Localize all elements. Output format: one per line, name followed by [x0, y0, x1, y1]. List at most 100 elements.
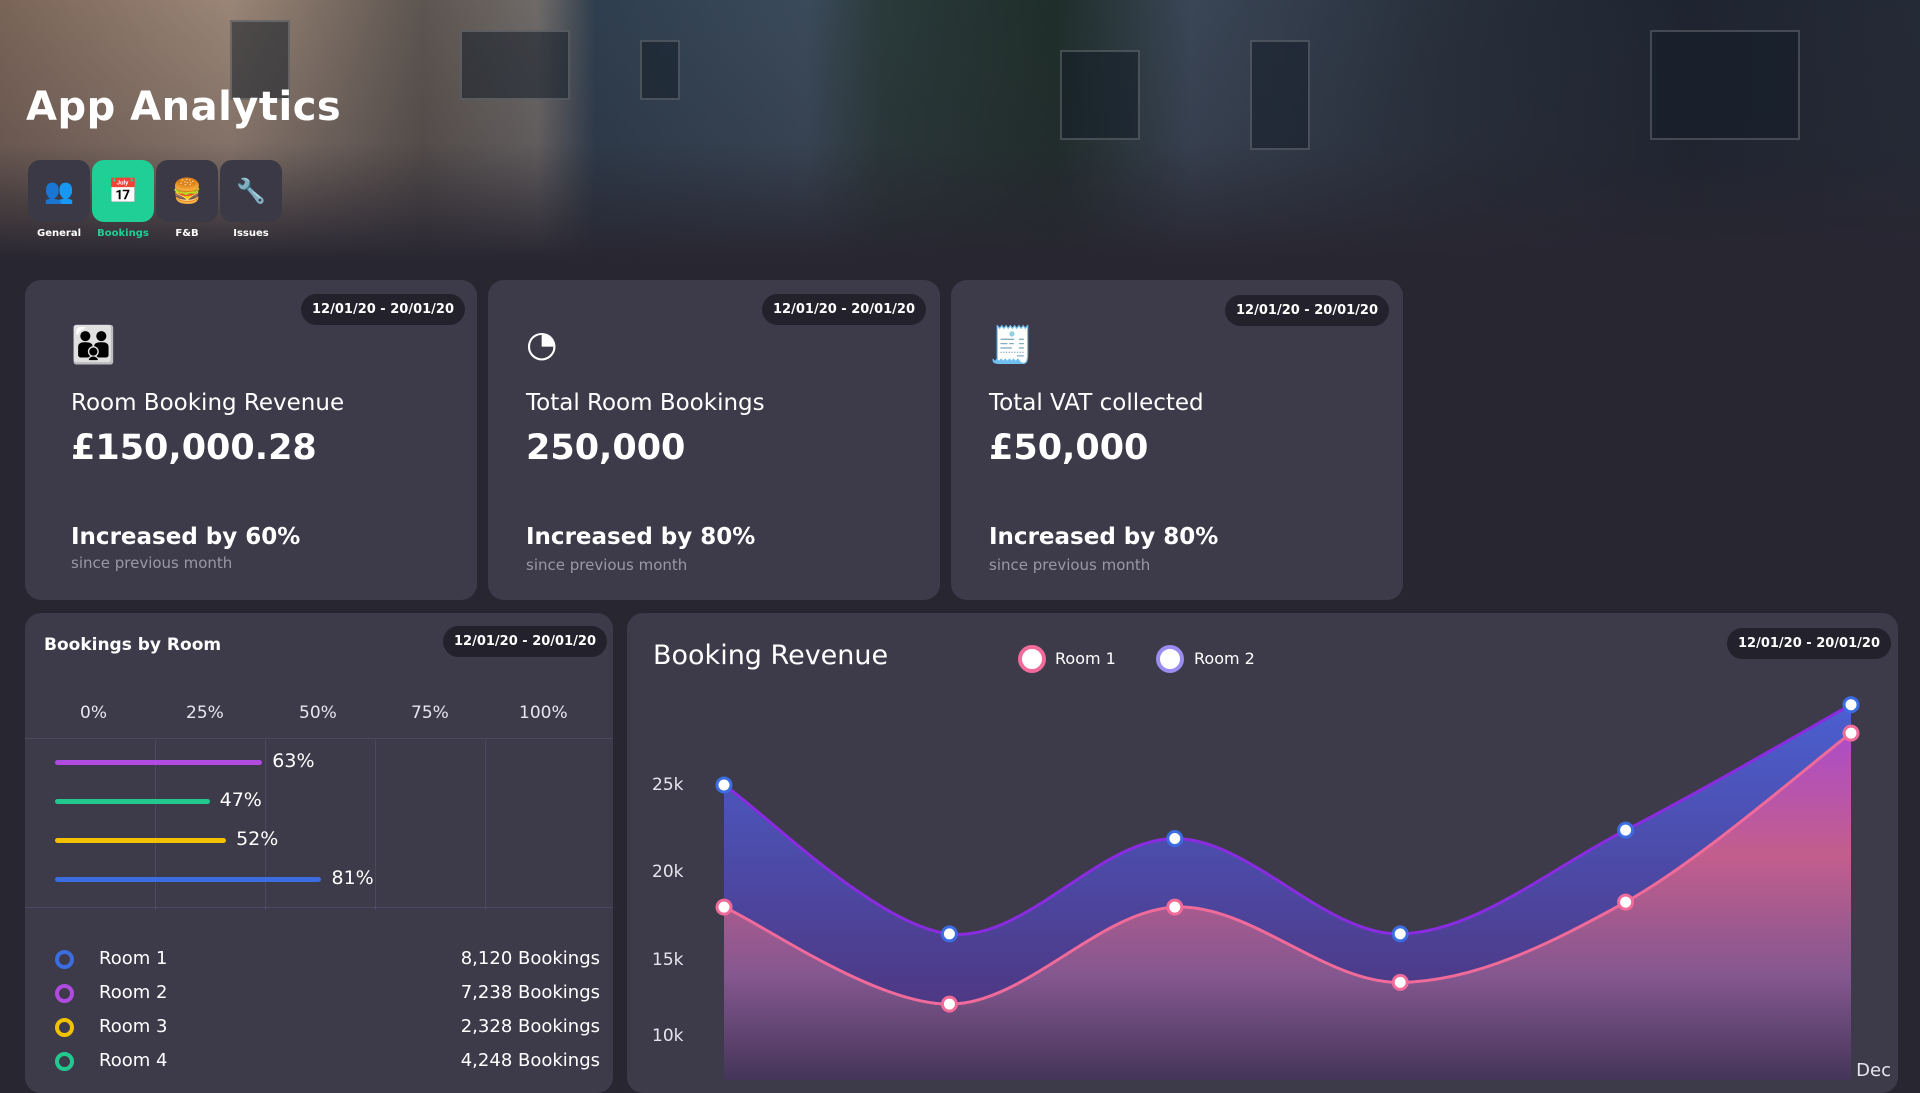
point-room-1[interactable] [1391, 973, 1409, 991]
point-room-1[interactable] [1617, 893, 1635, 911]
bar-value-label: 63% [272, 750, 315, 772]
point-room-2[interactable] [1391, 925, 1409, 943]
y-tick-label: 15k [652, 950, 684, 970]
tab-label: Bookings [97, 228, 149, 239]
bar-room-3 [55, 838, 227, 843]
kpi-card-total-room-bookings: 12/01/20 - 20/01/20 ◔ Total Room Booking… [488, 280, 940, 600]
line-room-1 [723, 731, 1852, 1006]
gridline [265, 740, 266, 910]
ring-icon [55, 1052, 74, 1071]
legend-name: Room 3 [99, 1016, 168, 1037]
tab-general[interactable]: 👥 General [28, 160, 90, 239]
bar-room-4 [55, 799, 210, 804]
gridline [375, 740, 376, 910]
point-room-2[interactable] [715, 776, 733, 794]
ring-icon [55, 950, 74, 969]
building-window [460, 30, 570, 100]
legend-label: Room 1 [1055, 649, 1116, 668]
kpi-change: Increased by 80% [989, 524, 1219, 550]
y-tick-label: 10k [652, 1026, 684, 1046]
date-range-pill[interactable]: 12/01/20 - 20/01/20 [1727, 628, 1891, 659]
building-window [1060, 50, 1140, 140]
gridline [485, 740, 486, 910]
meeting-people-icon: 👪 [71, 325, 116, 366]
header-banner-image [0, 0, 1920, 260]
point-room-2[interactable] [940, 925, 958, 943]
legend-count: 7,238 Bookings [460, 982, 600, 1003]
tab-issues[interactable]: 🔧 Issues [220, 160, 282, 239]
tab-label: General [37, 228, 81, 239]
divider [25, 907, 613, 908]
y-tick-label: 25k [652, 775, 684, 795]
legend-room-1: Room 1 8,120 Bookings [55, 945, 600, 975]
card-title: Booking Revenue [653, 640, 889, 671]
point-room-1[interactable] [940, 995, 958, 1013]
people-group-icon: 👥 [44, 177, 74, 205]
date-range-pill[interactable]: 12/01/20 - 20/01/20 [301, 294, 465, 325]
receipt-hand-icon: 🧾 [989, 325, 1034, 366]
bar-room-1 [55, 877, 322, 882]
x-tick-label: 75% [411, 703, 449, 723]
legend-name: Room 4 [99, 1050, 168, 1071]
tab-fnb[interactable]: 🍔 F&B [156, 160, 218, 239]
ring-icon [55, 984, 74, 1003]
kpi-change: Increased by 80% [526, 524, 756, 550]
tab-label: F&B [175, 228, 199, 239]
point-room-2[interactable] [1842, 696, 1860, 714]
point-room-1[interactable] [715, 898, 733, 916]
kpi-change: Increased by 60% [71, 524, 301, 550]
area-room-1 [724, 733, 1851, 1080]
date-range-pill[interactable]: 12/01/20 - 20/01/20 [443, 626, 607, 657]
legend-label: Room 2 [1194, 649, 1255, 668]
kpi-label: Total VAT collected [989, 390, 1204, 416]
point-room-2[interactable] [1617, 821, 1635, 839]
ring-icon [55, 1018, 74, 1037]
kpi-value: £50,000 [989, 428, 1149, 468]
kpi-card-total-vat: 12/01/20 - 20/01/20 🧾 Total VAT collecte… [951, 280, 1403, 600]
legend-name: Room 2 [99, 982, 168, 1003]
building-window [1650, 30, 1800, 140]
kpi-since: since previous month [989, 556, 1151, 574]
x-tick-label: 50% [299, 703, 337, 723]
legend-count: 4,248 Bookings [460, 1050, 600, 1071]
calendar-icon: 📅 [108, 177, 138, 205]
bar-value-label: 47% [219, 789, 262, 811]
date-range-pill[interactable]: 12/01/20 - 20/01/20 [1225, 295, 1389, 326]
legend-room-3: Room 3 2,328 Bookings [55, 1013, 600, 1043]
x-tick-label: 100% [519, 703, 568, 723]
legend-room-2: Room 2 7,238 Bookings [55, 979, 600, 1009]
burger-drink-icon: 🍔 [172, 177, 202, 205]
kpi-label: Total Room Bookings [526, 390, 765, 416]
tab-bookings[interactable]: 📅 Bookings [92, 160, 154, 239]
x-tick-label: 25% [186, 703, 224, 723]
bar-room-2 [55, 760, 263, 765]
card-title: Bookings by Room [44, 635, 222, 655]
line-room-2 [723, 703, 1852, 936]
legend-room-4: Room 4 4,248 Bookings [55, 1047, 600, 1077]
x-tick-label: 2 Dec [1839, 1060, 1892, 1081]
legend-count: 8,120 Bookings [460, 948, 600, 969]
tab-bar: 👥 General 📅 Bookings 🍔 F&B 🔧 Issues [28, 160, 282, 239]
point-room-1[interactable] [1166, 898, 1184, 916]
speedometer-icon: ◔ [526, 324, 558, 365]
legend-marker-room-1 [1018, 645, 1046, 673]
kpi-since: since previous month [526, 556, 688, 574]
wrench-icon: 🔧 [236, 177, 266, 205]
legend-count: 2,328 Bookings [460, 1016, 600, 1037]
y-tick-label: 20k [652, 862, 684, 882]
divider [25, 738, 613, 739]
date-range-pill[interactable]: 12/01/20 - 20/01/20 [762, 294, 926, 325]
building-window [1250, 40, 1310, 150]
building-window [640, 40, 680, 100]
point-room-1[interactable] [1842, 724, 1860, 742]
bar-value-label: 81% [331, 867, 374, 889]
kpi-since: since previous month [71, 554, 233, 572]
kpi-card-room-booking-revenue: 12/01/20 - 20/01/20 👪 Room Booking Reven… [25, 280, 477, 600]
building-window [230, 20, 290, 100]
page-title: App Analytics [26, 84, 342, 130]
bookings-by-room-card [25, 613, 613, 1093]
point-room-2[interactable] [1166, 830, 1184, 848]
tab-label: Issues [233, 228, 269, 239]
kpi-value: £150,000.28 [71, 428, 317, 468]
